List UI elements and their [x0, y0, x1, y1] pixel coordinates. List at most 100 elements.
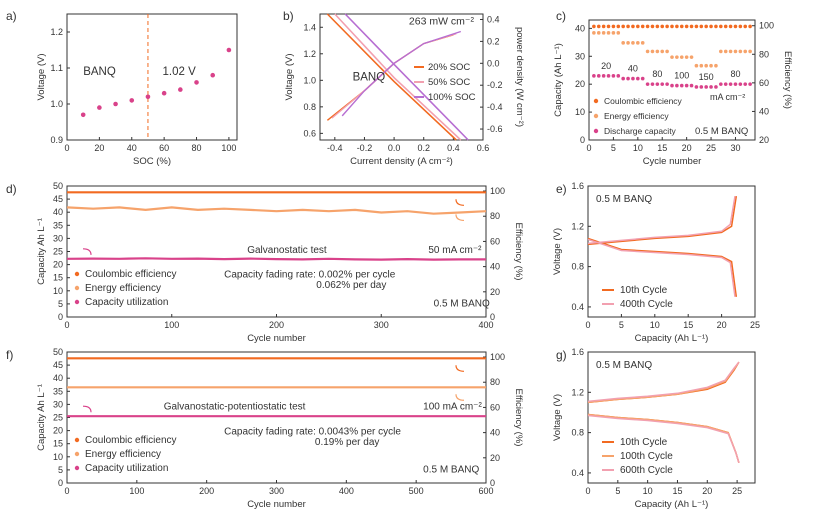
panel-c-ee-point — [719, 49, 723, 54]
panel-d-annotation: Galvanostatic test — [247, 245, 327, 256]
panel-f-xtick-label: 100 — [129, 486, 144, 496]
panel-c-ee-point — [631, 41, 635, 45]
panel-c-y2tick-label: 100 — [759, 21, 774, 31]
panel-b-ylabel: Voltage (V) — [284, 54, 295, 101]
panel-c-y2tick-label: 20 — [759, 135, 769, 145]
panel-c-ee-point — [665, 49, 669, 54]
panel-f-xtick-label: 500 — [409, 486, 424, 496]
panel-e-legend-label: 10th Cycle — [620, 285, 668, 296]
panel-b-frame — [319, 13, 484, 141]
panel-c-frame — [588, 19, 756, 141]
panel-g-xtick-label: 15 — [672, 486, 682, 496]
panel-c-xlabel: Cycle number — [643, 156, 702, 167]
panel-c-ee-point — [592, 31, 596, 35]
panel-c-ce-point — [640, 24, 645, 29]
panel-c-ytick-label: 40 — [575, 23, 585, 33]
panel-f-legend-marker — [74, 437, 80, 443]
panel-a-ylabel: Voltage (V) — [36, 54, 47, 101]
panel-c-ee-point — [684, 55, 689, 59]
panel-c-capacity-point — [728, 82, 733, 86]
panel-c-capacity-point — [743, 82, 748, 86]
panel-f-legend-label: Coulombic efficiency — [85, 435, 177, 446]
panel-c-y2tick-label: 60 — [759, 78, 769, 88]
panel-a-ytick-label: 0.9 — [50, 135, 63, 145]
panel-c-ce-point — [616, 24, 621, 29]
panel-a-xtick-label: 0 — [64, 143, 69, 153]
panel-f-ytick-label: 0 — [58, 478, 63, 488]
panel-a-ytick-label: 1.0 — [50, 99, 63, 109]
panel-c-legend-marker — [593, 128, 599, 134]
panel-f-annotation: 0.5 M BANQ — [423, 465, 479, 476]
panel-f-ytick-label: 15 — [53, 439, 63, 449]
panel-f-xlabel: Cycle number — [247, 499, 306, 510]
panel-c-ee-point — [636, 41, 640, 45]
panel-f-ytick-label: 45 — [53, 360, 63, 370]
panel-c-capacity-point — [606, 74, 611, 78]
panel-a-point — [226, 47, 232, 53]
panel-b-ytick-label: 0.6 — [303, 128, 316, 138]
panel-c-capacity-point — [699, 85, 704, 89]
panel-c-ce-point — [709, 24, 713, 29]
panel-d-ee-axis-arrow — [455, 214, 465, 222]
panel-g-ytick-label: 1.6 — [571, 347, 584, 357]
panel-d-ytick-label: 20 — [53, 260, 63, 270]
panel-c-ce-point — [596, 24, 601, 29]
panel-g-ytick-label: 1.2 — [571, 387, 584, 397]
panel-d-label: d) — [6, 182, 17, 196]
panel-c-capacity-point — [616, 74, 621, 78]
panel-b-ytick-label: 0.8 — [303, 102, 316, 112]
panel-d-ytick-label: 35 — [53, 220, 63, 230]
panel-d-xtick-label: 100 — [164, 320, 179, 330]
panel-d-xtick-label: 0 — [64, 320, 69, 330]
panel-b-xtick-label: 0.4 — [447, 143, 460, 153]
panel-f-ytick-label: 25 — [53, 413, 63, 423]
panel-e-xlabel: Capacity (Ah L⁻¹) — [635, 333, 709, 344]
panel-c-capacity-point — [650, 82, 655, 86]
panel-c-ee-point — [616, 31, 621, 35]
panel-d-ce-axis-arrow — [455, 199, 465, 206]
panel-f-y2tick-label: 60 — [490, 402, 500, 412]
panel-d-annotation: Capacity fading rate: 0.002% per cycle — [224, 270, 396, 281]
panel-c-ytick-label: 30 — [575, 51, 585, 61]
panel-c-ytick-label: 10 — [575, 107, 585, 117]
panel-f-ytick-label: 20 — [53, 426, 63, 436]
panel-c-ee-point — [733, 49, 738, 54]
panel-c-xtick-label: 10 — [633, 143, 643, 153]
panel-c-legend-label: Discharge capacity — [604, 126, 677, 136]
panel-b-power-line — [341, 30, 462, 117]
panel-d-capacity-axis-arrow — [82, 248, 92, 255]
panel-c-capacity-point — [689, 83, 694, 88]
panel-f-xtick-label: 200 — [199, 486, 214, 496]
panel-c-capacity-point — [601, 74, 606, 78]
panel-a-label: a) — [6, 9, 17, 23]
panel-c-capacity-point — [719, 82, 723, 86]
panel-e-charge-line — [587, 195, 738, 246]
panel-c-label: c) — [556, 9, 566, 23]
panel-g-note: 0.5 M BANQ — [596, 360, 652, 371]
panel-a-point — [97, 105, 102, 110]
panel-c-legend-label: Energy efficiency — [604, 111, 669, 121]
panel-c-xtick-label: 0 — [586, 143, 591, 153]
panel-g-frame — [587, 351, 756, 484]
panel-c-ylabel: Capacity (Ah L⁻¹) — [553, 43, 564, 117]
panel-b-xtick-label: 0.0 — [388, 143, 401, 153]
panel-c-ee-point — [748, 49, 752, 54]
panel-d-annotation: 50 mA cm⁻² — [428, 245, 482, 256]
panel-c-xtick-label: 20 — [682, 143, 692, 153]
panel-c-ce-point — [733, 24, 738, 29]
panel-c-ee-point — [699, 63, 704, 68]
panel-c-ce-point — [621, 24, 625, 29]
panel-e-legend-label: 400th Cycle — [620, 299, 673, 310]
panel-c-y2tick-label: 40 — [759, 106, 769, 116]
panel-g-legend-label: 100th Cycle — [620, 451, 673, 462]
panel-f-legend-label: Capacity utilization — [85, 463, 168, 474]
panel-d-legend-label: Coulombic efficiency — [85, 269, 177, 280]
panel-c-ce-point — [665, 24, 669, 29]
panel-c-rate-label: 100 — [674, 71, 689, 81]
panel-c-capacity-point — [670, 83, 674, 88]
panel-d-y2label: Efficiency (%) — [513, 223, 524, 281]
panel-c-capacity-point — [611, 74, 616, 78]
panel-g-xtick-label: 20 — [702, 486, 712, 496]
panel-a-xtick-label: 60 — [159, 143, 169, 153]
panel-b-y2tick-label: -0.2 — [487, 80, 503, 90]
